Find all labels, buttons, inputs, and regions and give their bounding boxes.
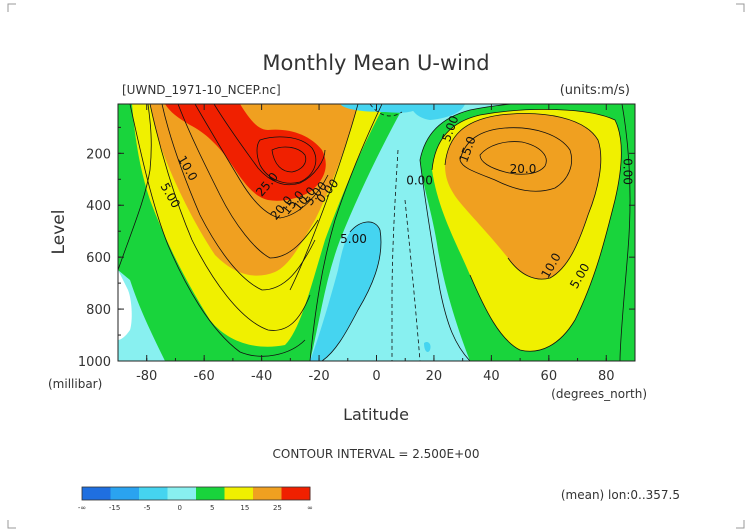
contour-line — [619, 104, 631, 361]
footer-text: (mean) lon:0..357.5 — [561, 488, 680, 502]
contour-label: 5.00 — [340, 232, 367, 246]
contour-line — [149, 104, 311, 331]
contour-line — [419, 104, 620, 161]
colorbar-label: 0 — [177, 504, 181, 512]
x-tick-label: 0 — [372, 369, 380, 384]
x-tick-label: 80 — [598, 369, 615, 384]
x-tick-label: 60 — [541, 369, 558, 384]
contour-line — [459, 127, 572, 192]
corner-marks — [7, 3, 745, 529]
fill-nh-orange — [445, 113, 601, 280]
fill-tropical-blue — [310, 221, 381, 361]
x-axis-unit: (degrees_north) — [551, 387, 647, 401]
colorbar-swatch — [196, 487, 225, 500]
colorbar-frame — [81, 486, 311, 501]
fill-polar-white — [118, 270, 132, 340]
plot-area — [118, 104, 635, 361]
fill-sh-red-core — [165, 104, 326, 201]
y-axis: 200 400 600 800 1000 — [78, 126, 635, 370]
contour-line — [419, 159, 471, 361]
contour-label: 0.00 — [621, 158, 635, 185]
x-axis-label: Latitude — [343, 405, 409, 424]
x-tick-label: -20 — [308, 369, 329, 384]
contour-line — [213, 104, 326, 186]
y-tick-label: 1000 — [78, 355, 111, 370]
colorbar-swatch — [139, 487, 168, 500]
x-tick-label: -80 — [136, 369, 157, 384]
contour-line — [118, 104, 152, 271]
x-tick-label: -60 — [194, 369, 215, 384]
y-axis-unit: (millibar) — [48, 377, 102, 391]
contour-line — [194, 104, 329, 219]
contour-line — [479, 141, 547, 175]
contour-line — [129, 104, 306, 357]
x-tick-label: -40 — [251, 369, 272, 384]
units-label: (units:m/s) — [560, 83, 630, 98]
contour-line — [431, 109, 622, 352]
colorbar-label: -∞ — [78, 504, 86, 512]
colorbar-label: 25 — [273, 504, 282, 512]
contour-interval-text: CONTOUR INTERVAL = 2.500E+00 — [273, 447, 480, 461]
x-tick-label: 20 — [426, 369, 443, 384]
contour-line — [309, 104, 383, 361]
colorbar-label: 5 — [210, 504, 214, 512]
contour-lines — [118, 104, 631, 361]
contour-line-dashed — [404, 199, 421, 361]
colorbar-swatch — [281, 487, 311, 500]
colorbar-label: -15 — [109, 504, 120, 512]
colorbar-swatch — [224, 487, 254, 500]
contour-label: 20.0 — [510, 162, 537, 176]
colorbar-swatch — [253, 487, 282, 500]
colorbar-swatch — [110, 487, 140, 500]
colorbar-swatch — [167, 487, 197, 500]
contour-line — [256, 136, 317, 184]
contour-line — [321, 221, 382, 361]
fill-strat-blue-2 — [410, 104, 465, 120]
colorbar-label: 15 — [240, 504, 249, 512]
y-tick-label: 400 — [86, 199, 111, 214]
contour-line — [177, 104, 319, 259]
x-axis: -80 -60 -40 -20 0 20 40 60 80 — [117, 104, 636, 384]
colorbar-label: ∞ — [307, 504, 313, 512]
contour-line — [161, 104, 316, 291]
chart-title: Monthly Mean U-wind — [262, 51, 489, 75]
colorbar: -∞ -15 -5 0 5 15 25 ∞ — [78, 486, 313, 512]
y-axis-label: Level — [49, 210, 69, 255]
y-tick-label: 200 — [86, 147, 111, 162]
contour-line — [444, 113, 602, 280]
contour-label: 0.00 — [406, 173, 433, 187]
file-label: [UWND_1971-10_NCEP.nc] — [122, 83, 281, 97]
contour-line-dashed — [369, 104, 403, 117]
fill-small-blue — [424, 341, 431, 352]
colorbar-label: -5 — [144, 504, 151, 512]
contour-line — [271, 146, 307, 173]
contour-line — [289, 104, 359, 291]
y-tick-label: 600 — [86, 251, 111, 266]
colorbar-swatch — [82, 487, 111, 500]
x-tick-label: 40 — [483, 369, 500, 384]
y-tick-label: 800 — [86, 303, 111, 318]
contour-line-dashed — [391, 149, 399, 361]
